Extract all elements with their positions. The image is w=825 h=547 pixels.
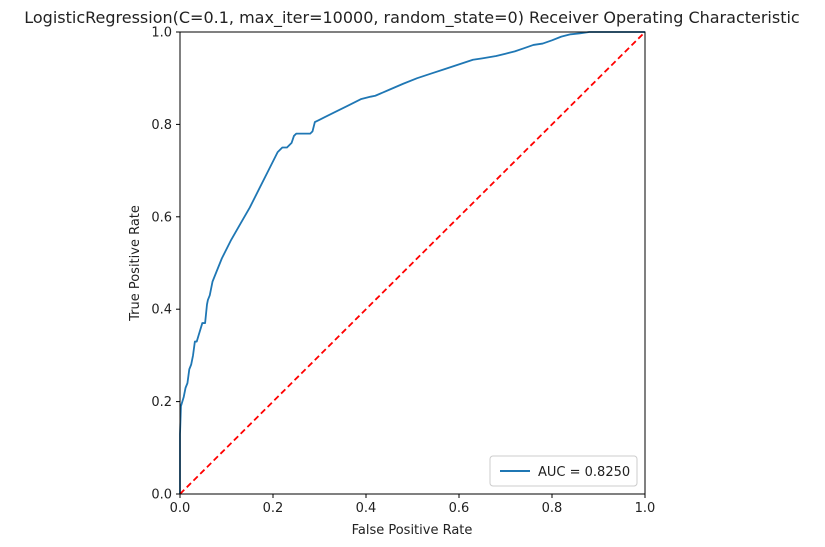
y-tick-label: 0.8 bbox=[151, 118, 172, 133]
x-tick-label: 0.0 bbox=[170, 501, 191, 516]
x-tick-label: 1.0 bbox=[635, 501, 656, 516]
x-tick-label: 0.4 bbox=[356, 501, 377, 516]
legend: AUC = 0.8250 bbox=[489, 455, 638, 487]
y-tick-label: 0.4 bbox=[151, 303, 172, 318]
y-tick-label: 0.0 bbox=[151, 488, 172, 503]
x-axis-label: False Positive Rate bbox=[352, 523, 473, 538]
legend-label: AUC = 0.8250 bbox=[538, 465, 630, 480]
x-tick-label: 0.6 bbox=[449, 501, 470, 516]
y-tick-label: 0.2 bbox=[151, 395, 172, 410]
y-tick-label: 1.0 bbox=[151, 26, 172, 41]
roc-curve-line bbox=[179, 31, 645, 494]
legend-box bbox=[489, 455, 638, 487]
y-tick-label: 0.6 bbox=[151, 210, 172, 225]
x-tick-label: 0.2 bbox=[263, 501, 284, 516]
plot-frame bbox=[179, 31, 646, 495]
x-axis: 0.0 0.2 0.4 0.6 0.8 1.0 bbox=[170, 494, 656, 516]
y-axis-label: True Positive Rate bbox=[128, 205, 143, 322]
chance-line bbox=[179, 31, 646, 495]
chart-title: LogisticRegression(C=0.1, max_iter=10000… bbox=[24, 8, 799, 28]
series-layer bbox=[179, 31, 646, 495]
x-tick-label: 0.8 bbox=[542, 501, 563, 516]
y-axis: 0.0 0.2 0.4 0.6 0.8 1.0 bbox=[151, 26, 180, 503]
